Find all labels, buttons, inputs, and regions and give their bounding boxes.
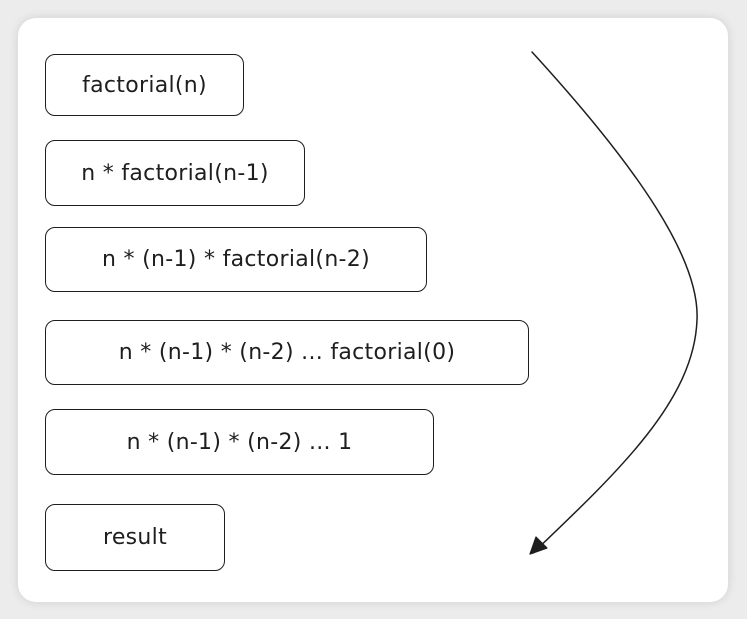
step-label: n * (n-1) * factorial(n-2) [102,247,370,272]
step-box-result: result [45,504,225,571]
step-label: n * (n-1) * (n-2) ... 1 [126,429,353,455]
step-box-factorial-n: factorial(n) [45,54,244,116]
step-label: factorial(n) [82,72,207,98]
step-label: result [102,525,168,550]
step-box-expansion-factorial-n-minus-2: n * (n-1) * factorial(n-2) [45,227,427,292]
step-box-expansion-factorial-0: n * (n-1) * (n-2) ... factorial(0) [45,320,529,385]
step-label: n * factorial(n-1) [81,160,269,186]
step-box-n-times-factorial-n-minus-1: n * factorial(n-1) [45,140,305,206]
step-box-expansion-ending-1: n * (n-1) * (n-2) ... 1 [45,409,434,475]
step-label: n * (n-1) * (n-2) ... factorial(0) [118,340,456,365]
